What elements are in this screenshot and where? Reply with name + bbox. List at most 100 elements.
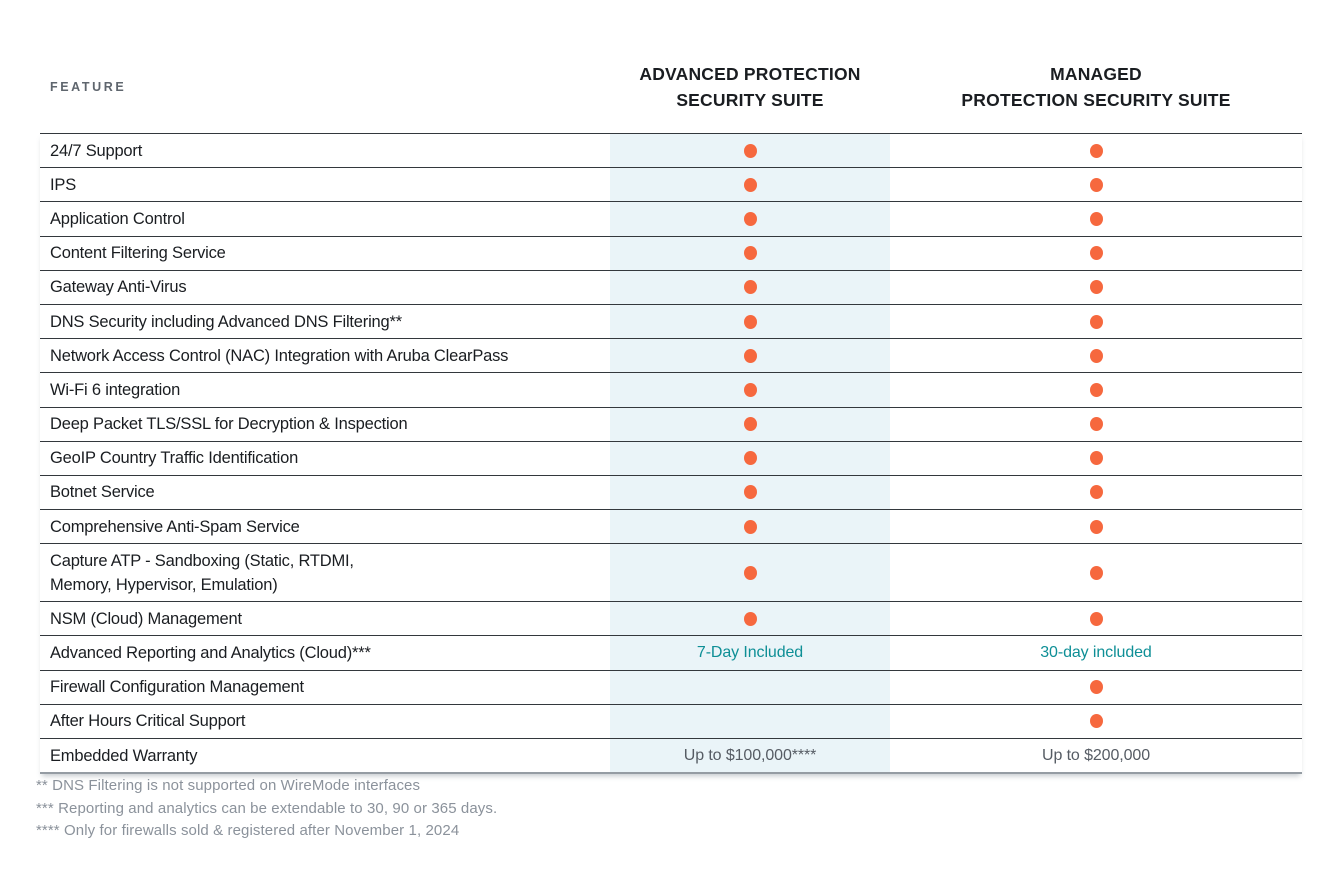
included-dot-icon — [1089, 611, 1103, 626]
table-row: IPS — [40, 167, 1302, 202]
feature-label: Deep Packet TLS/SSL for Decryption & Ins… — [50, 415, 408, 434]
managed-value-cell — [890, 373, 1302, 406]
included-dot-icon — [743, 177, 757, 192]
included-dot-icon — [743, 314, 757, 329]
table-row: Deep Packet TLS/SSL for Decryption & Ins… — [40, 406, 1302, 441]
footnote-line: **** Only for firewalls sold & registere… — [36, 822, 460, 840]
feature-label: Application Control — [50, 209, 185, 228]
feature-label: NSM (Cloud) Management — [50, 609, 242, 628]
managed-value-cell — [890, 237, 1302, 270]
table-row: Comprehensive Anti-Spam Service — [40, 509, 1302, 544]
included-dot-icon — [743, 348, 757, 363]
feature-label: Botnet Service — [50, 483, 155, 502]
advanced-value-cell — [610, 704, 890, 738]
included-dot-icon — [743, 485, 757, 500]
included-dot-icon — [1089, 348, 1103, 363]
table-row: Content Filtering Service — [40, 235, 1302, 270]
advanced-value-cell: Up to $100,000**** — [610, 739, 890, 773]
included-dot-icon — [743, 280, 757, 295]
footnotes: ** DNS Filtering is not supported on Wir… — [36, 775, 497, 843]
advanced-value-text: Up to $100,000**** — [683, 746, 817, 764]
managed-value-cell — [890, 134, 1302, 167]
included-dot-icon — [1089, 177, 1103, 192]
included-dot-icon — [1089, 246, 1103, 261]
included-dot-icon — [743, 451, 757, 466]
advanced-value-cell — [610, 544, 890, 602]
included-dot-icon — [1089, 485, 1103, 500]
managed-value-cell — [890, 442, 1302, 475]
table-row: Embedded Warranty Up to $100,000**** Up to… — [40, 738, 1302, 773]
table-header-row: FEATURE ADVANCED PROTECTION SECURITY SUI… — [40, 40, 1302, 133]
advanced-value-cell — [610, 168, 890, 202]
managed-value-cell — [890, 305, 1302, 338]
advanced-value-cell — [610, 236, 890, 270]
managed-value-cell — [890, 510, 1302, 543]
table-row: 24/7 Support — [40, 133, 1302, 168]
feature-label: Network Access Control (NAC) Integration… — [50, 346, 509, 365]
advanced-value-cell — [610, 134, 890, 168]
table-body: 24/7 Support IPS Application Control Conten… — [40, 133, 1302, 775]
table-row: Botnet Service — [40, 474, 1302, 510]
managed-value-cell — [890, 705, 1302, 738]
table-row: GeoIP Country Traffic Identification — [40, 440, 1302, 475]
included-dot-icon — [743, 565, 757, 580]
column-header-advanced-line2: SECURITY SUITE — [676, 89, 824, 110]
managed-value-cell — [890, 168, 1302, 201]
feature-label: Embedded Warranty — [50, 746, 198, 765]
advanced-value-cell — [610, 407, 890, 441]
feature-label: Comprehensive Anti-Spam Service — [50, 517, 300, 536]
feature-label: Firewall Configuration Management — [50, 678, 304, 697]
included-dot-icon — [743, 611, 757, 626]
table-row: After Hours Critical Support — [40, 703, 1302, 738]
included-dot-icon — [743, 246, 757, 261]
column-header-managed-line1: MANAGED — [1050, 63, 1142, 84]
table-row: Firewall Configuration Management — [40, 669, 1302, 704]
footnote-line: *** Reporting and analytics can be exten… — [36, 799, 498, 817]
included-dot-icon — [1089, 451, 1103, 466]
table-row: Application Control — [40, 201, 1302, 236]
feature-label: GeoIP Country Traffic Identification — [50, 449, 299, 468]
column-header-advanced: ADVANCED PROTECTION SECURITY SUITE — [610, 61, 890, 113]
table-row: Wi-Fi 6 integration — [40, 372, 1302, 407]
feature-label: DNS Security including Advanced DNS Filt… — [50, 312, 402, 331]
column-header-advanced-line1: ADVANCED PROTECTION — [639, 63, 861, 84]
feature-label: Gateway Anti-Virus — [50, 278, 187, 297]
advanced-value-cell — [610, 202, 890, 236]
advanced-value-cell — [610, 373, 890, 407]
advanced-value-cell: 7-Day Included — [610, 636, 890, 670]
advanced-value-cell — [610, 441, 890, 475]
managed-value-cell — [890, 271, 1302, 304]
managed-value-cell — [890, 602, 1302, 635]
managed-value-cell — [890, 671, 1302, 704]
column-header-managed-line2: PROTECTION SECURITY SUITE — [961, 89, 1231, 110]
included-dot-icon — [1089, 565, 1103, 580]
managed-value-cell: 30-day included — [890, 636, 1302, 669]
feature-label: After Hours Critical Support — [50, 712, 246, 731]
column-header-managed: MANAGED PROTECTION SECURITY SUITE — [890, 61, 1302, 113]
included-dot-icon — [1089, 680, 1103, 695]
advanced-value-cell — [610, 339, 890, 373]
feature-comparison-table: FEATURE ADVANCED PROTECTION SECURITY SUI… — [40, 40, 1302, 775]
advanced-value-cell — [610, 475, 890, 510]
managed-value-cell — [890, 202, 1302, 235]
included-dot-icon — [1089, 280, 1103, 295]
managed-value-cell — [890, 544, 1302, 601]
advanced-value-text: 7-Day Included — [696, 644, 804, 662]
feature-label: Content Filtering Service — [50, 244, 226, 263]
table-row: Capture ATP - Sandboxing (Static, RTDMI,… — [40, 543, 1302, 602]
included-dot-icon — [1089, 211, 1103, 226]
included-dot-icon — [743, 211, 757, 226]
advanced-value-cell — [610, 270, 890, 304]
included-dot-icon — [743, 417, 757, 432]
table-row: NSM (Cloud) Management — [40, 601, 1302, 636]
advanced-value-cell — [610, 670, 890, 704]
included-dot-icon — [1089, 714, 1103, 729]
table-row: Gateway Anti-Virus — [40, 269, 1302, 304]
table-row: Network Access Control (NAC) Integration… — [40, 338, 1302, 373]
table-row: DNS Security including Advanced DNS Filt… — [40, 303, 1302, 339]
managed-value-cell — [890, 408, 1302, 441]
feature-column-header: FEATURE — [50, 79, 127, 94]
feature-label: IPS — [50, 175, 76, 194]
included-dot-icon — [743, 382, 757, 397]
